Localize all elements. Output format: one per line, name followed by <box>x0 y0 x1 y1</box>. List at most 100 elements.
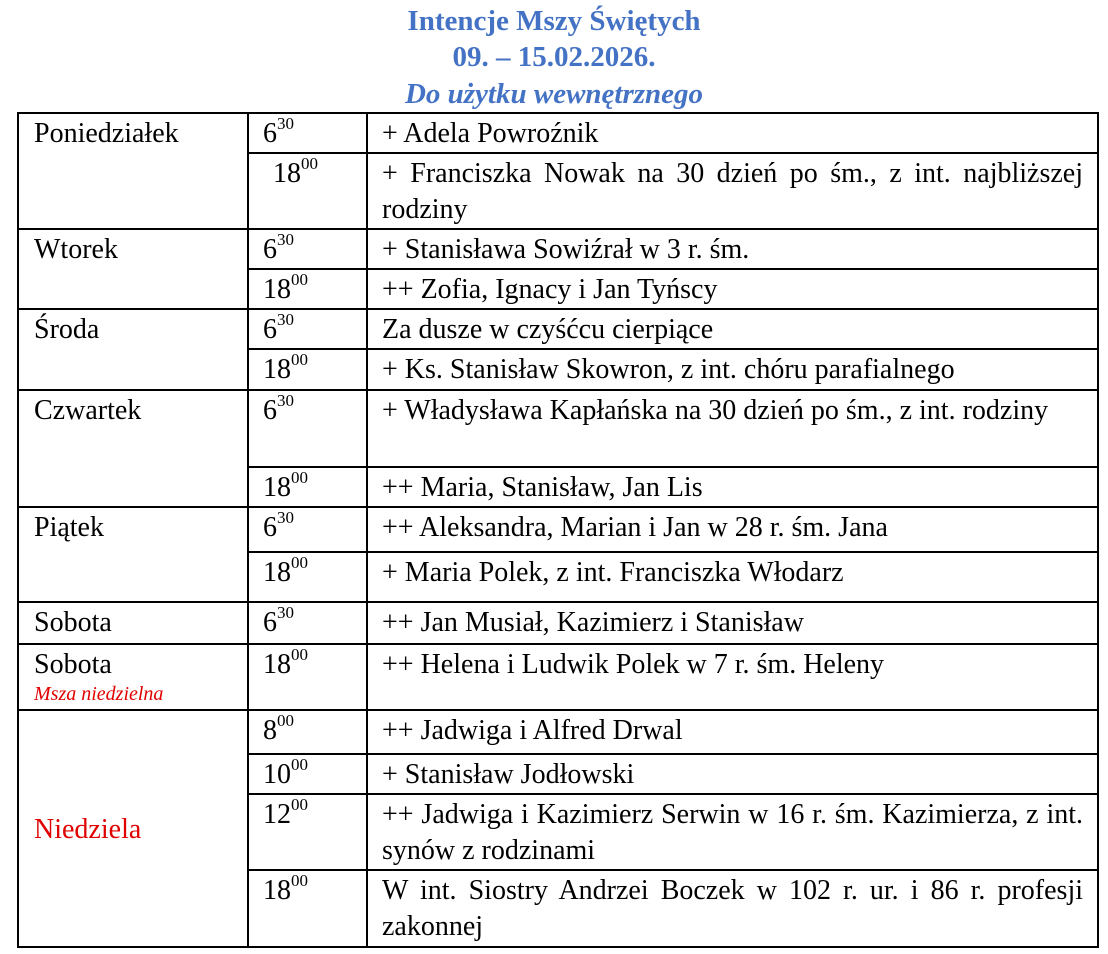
mass-minutes: 00 <box>291 270 308 289</box>
mass-hour: 6 <box>263 512 277 543</box>
day-cell: Środa <box>17 308 249 391</box>
mass-intention: ++ Zofia, Ignacy i Jan Tyńscy <box>366 268 1099 310</box>
mass-intention: + Władysława Kapłańska na 30 dzień po śm… <box>366 389 1099 468</box>
day-name: Czwartek <box>34 395 142 426</box>
mass-hour: 18 <box>263 354 291 385</box>
mass-time: 1800 <box>247 268 368 310</box>
mass-time: 1800 <box>247 348 368 391</box>
mass-hour: 18 <box>263 649 291 680</box>
mass-hour: 18 <box>263 274 291 305</box>
mass-hour: 6 <box>263 118 277 149</box>
mass-minutes: 00 <box>291 350 308 369</box>
day-name: Piątek <box>34 512 104 543</box>
mass-hour: 6 <box>263 234 277 265</box>
day-name: Poniedziałek <box>34 118 179 149</box>
mass-row: 1200 ++ Jadwiga i Kazimierz Serwin w 16 r… <box>18 793 1099 871</box>
mass-time: 800 <box>247 709 368 755</box>
day-cell: Czwartek <box>17 389 249 508</box>
mass-row: Sobota 630 ++ Jan Musiał, Kazimierz i Stan… <box>17 601 1099 645</box>
mass-hour: 10 <box>263 759 291 790</box>
mass-hour: 18 <box>263 557 291 588</box>
day-name: Niedziela <box>34 813 142 845</box>
mass-intention: ++ Helena i Ludwik Polek w 7 r. śm. Hele… <box>366 643 1099 711</box>
day-cell: Poniedziałek <box>17 112 249 230</box>
mass-minutes: 00 <box>291 645 308 664</box>
mass-row: Niedziela 800 ++ Jadwiga i Alfred Drwal <box>17 709 1099 948</box>
mass-intention: ++ Maria, Stanisław, Jan Lis <box>366 466 1099 508</box>
mass-time: 630 <box>247 601 368 645</box>
mass-row: Sobota Msza niedzielna 1800 ++ Helena i Lud… <box>17 643 1099 711</box>
mass-intention: + Stanisława Sowiźrał w 3 r. śm. <box>366 228 1099 270</box>
mass-minutes: 30 <box>277 508 294 527</box>
mass-row: Piątek 630 ++ Aleksandra, Marian i Jan w 2… <box>17 506 1099 603</box>
mass-minutes: 00 <box>277 711 294 730</box>
mass-hour: 18 <box>263 472 291 503</box>
mass-row: Wtorek 630 + Stanisława Sowiźrał w 3 r. śm… <box>17 228 1099 310</box>
mass-time: 1800 <box>247 551 368 603</box>
mass-hour: 6 <box>263 314 277 345</box>
mass-hour: 6 <box>263 395 277 426</box>
mass-row: 1800 W int. Siostry Andrzei Boczek w 102 … <box>18 869 1099 948</box>
mass-hour: 6 <box>263 607 277 638</box>
mass-time: 630 <box>247 228 368 270</box>
day-cell: Sobota <box>17 601 249 645</box>
mass-time: 1000 <box>247 753 368 795</box>
day-name: Sobota <box>34 649 112 680</box>
mass-minutes: 00 <box>291 553 308 572</box>
day-name: Środa <box>34 314 100 345</box>
mass-intention: + Franciszka Nowak na 30 dzień po śm., z… <box>366 152 1099 230</box>
page-title: Intencje Mszy Świętych <box>407 5 701 37</box>
date-range: 09. – 15.02.2026. <box>452 41 656 73</box>
mass-intention: W int. Siostry Andrzei Boczek w 102 r. u… <box>366 869 1099 948</box>
day-name: Wtorek <box>34 234 118 265</box>
mass-intention: ++ Jadwiga i Alfred Drwal <box>366 709 1099 755</box>
mass-intention: + Maria Polek, z int. Franciszka Włodarz <box>366 551 1099 603</box>
subtitle: Do użytku wewnętrznego <box>404 78 704 110</box>
mass-minutes: 00 <box>291 468 308 487</box>
mass-minutes: 30 <box>277 391 294 410</box>
mass-intention: ++ Jadwiga i Kazimierz Serwin w 16 r. śm… <box>366 793 1099 871</box>
day-cell: Piątek <box>17 506 249 603</box>
mass-minutes: 30 <box>277 603 294 622</box>
mass-intention: + Stanisław Jodłowski <box>366 753 1099 795</box>
mass-intention: + Adela Powroźnik <box>366 112 1099 154</box>
day-note: Msza niedzielna <box>34 683 164 705</box>
mass-row: Czwartek 630 + Władysława Kapłańska na 30 … <box>17 389 1099 508</box>
mass-time: 630 <box>247 389 368 468</box>
day-cell: Wtorek <box>17 228 249 310</box>
mass-time: 1800 <box>247 466 368 508</box>
mass-minutes: 30 <box>277 230 294 249</box>
mass-time: 630 <box>247 308 368 350</box>
mass-row: 1800 + Ks. Stanisław Skowron, z int. chór… <box>18 348 1099 391</box>
mass-time: 1800 <box>247 152 368 230</box>
mass-time: 1800 <box>247 869 368 948</box>
mass-row: 1800 ++ Zofia, Ignacy i Jan Tyńscy <box>18 268 1099 310</box>
mass-row: 1800 + Maria Polek, z int. Franciszka Wło… <box>18 551 1099 603</box>
mass-row: 1800 + Franciszka Nowak na 30 dzień po śm… <box>18 152 1099 230</box>
mass-row: 1800 ++ Maria, Stanisław, Jan Lis <box>18 466 1099 508</box>
mass-minutes: 00 <box>291 795 308 814</box>
day-name: Sobota <box>34 607 112 638</box>
mass-intention: ++ Aleksandra, Marian i Jan w 28 r. śm. … <box>366 506 1099 553</box>
mass-minutes: 00 <box>291 871 308 890</box>
mass-minutes: 00 <box>291 755 308 774</box>
mass-row: Środa 630 Za dusze w czyśćcu cierpiące <box>17 308 1099 391</box>
mass-hour: 18 <box>273 158 301 189</box>
mass-minutes: 00 <box>301 154 318 173</box>
mass-intention: ++ Jan Musiał, Kazimierz i Stanisław <box>366 601 1099 645</box>
mass-time: 630 <box>247 112 368 154</box>
day-cell: Sobota Msza niedzielna <box>17 643 249 711</box>
mass-time: 1200 <box>247 793 368 871</box>
mass-minutes: 30 <box>277 310 294 329</box>
mass-hour: 18 <box>263 875 291 906</box>
mass-minutes: 30 <box>277 114 294 133</box>
mass-time: 1800 <box>247 643 368 711</box>
day-cell: Niedziela <box>17 709 249 948</box>
mass-intention: + Ks. Stanisław Skowron, z int. chóru pa… <box>366 348 1099 391</box>
mass-intention: Za dusze w czyśćcu cierpiące <box>366 308 1099 350</box>
mass-hour: 8 <box>263 715 277 746</box>
mass-time: 630 <box>247 506 368 553</box>
mass-row: Poniedziałek 630 + Adela Powroźnik <box>17 112 1099 230</box>
mass-intentions-table: Poniedziałek 630 + Adela Powroźnik 1800 + Fr… <box>17 112 1099 948</box>
mass-row: 1000 + Stanisław Jodłowski <box>18 753 1099 795</box>
